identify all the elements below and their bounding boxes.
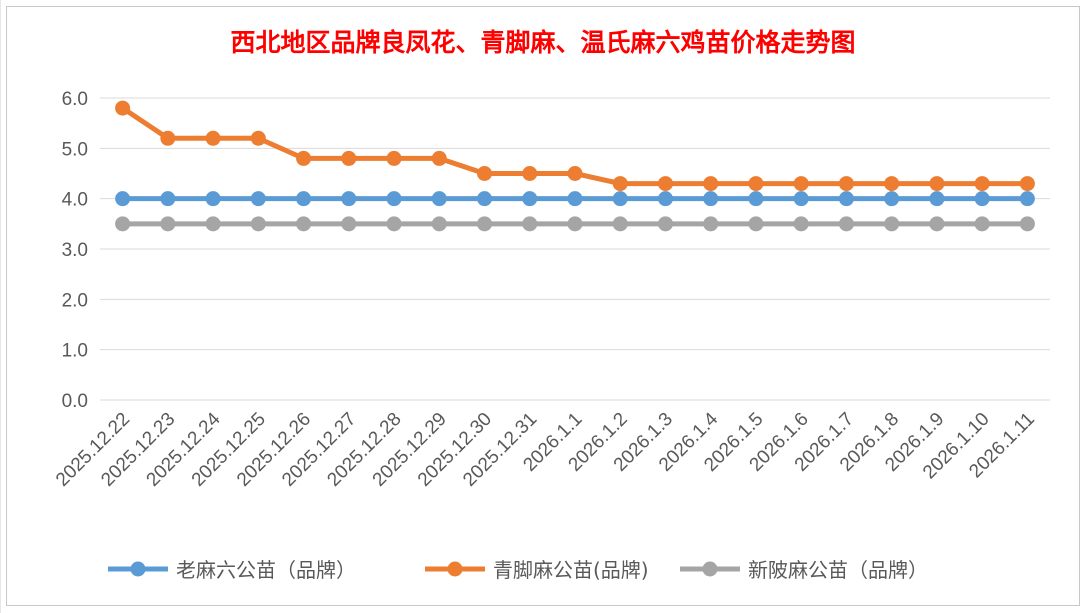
y-tick-label: 3.0	[62, 240, 88, 261]
data-point	[884, 176, 900, 192]
x-axis-ticks: 2025.12.222025.12.232025.12.242025.12.25…	[52, 408, 1039, 490]
data-point	[929, 191, 945, 207]
data-point	[250, 130, 266, 146]
legend: 老麻六公苗（品牌） 青脚麻公苗(品牌) 新陂麻公苗（品牌）	[108, 558, 928, 582]
data-point	[205, 216, 221, 232]
data-point	[522, 216, 538, 232]
y-tick-label: 1.0	[62, 341, 88, 362]
data-point	[703, 216, 719, 232]
data-point	[567, 216, 583, 232]
data-point	[341, 191, 357, 207]
data-point	[205, 130, 221, 146]
data-point	[296, 150, 312, 166]
legend-marker	[447, 561, 463, 577]
data-point	[703, 191, 719, 207]
data-point	[657, 176, 673, 192]
data-point	[748, 191, 764, 207]
data-point	[477, 216, 493, 232]
data-point	[431, 150, 447, 166]
legend-label: 新陂麻公苗（品牌）	[748, 558, 928, 582]
y-tick-label: 2.0	[62, 290, 88, 311]
data-point	[296, 216, 312, 232]
data-point	[250, 216, 266, 232]
data-point	[612, 176, 628, 192]
data-point	[612, 216, 628, 232]
data-point	[838, 191, 854, 207]
data-point	[296, 191, 312, 207]
data-point	[250, 191, 266, 207]
data-point	[115, 100, 131, 116]
data-point	[793, 216, 809, 232]
grid-lines	[100, 97, 1050, 401]
y-tick-label: 5.0	[62, 139, 88, 160]
data-point	[386, 150, 402, 166]
data-point	[431, 216, 447, 232]
data-point	[793, 176, 809, 192]
data-point	[884, 216, 900, 232]
data-point	[974, 191, 990, 207]
chart-frame	[6, 6, 1080, 606]
data-point	[386, 191, 402, 207]
data-point	[567, 166, 583, 181]
chart-title: 西北地区品牌良凤花、青脚麻、温氏麻六鸡苗价格走势图	[230, 28, 855, 57]
data-point	[974, 176, 990, 192]
data-point	[522, 191, 538, 207]
data-point	[341, 150, 357, 166]
legend-marker	[130, 561, 146, 577]
data-point	[657, 216, 673, 232]
data-point	[522, 166, 538, 181]
data-point	[160, 191, 176, 207]
data-point	[929, 216, 945, 232]
data-point	[838, 216, 854, 232]
y-tick-label: 6.0	[62, 89, 88, 110]
data-point	[567, 191, 583, 207]
data-point	[115, 191, 131, 207]
data-point	[160, 130, 176, 146]
data-point	[748, 176, 764, 192]
legend-label: 老麻六公苗（品牌）	[176, 558, 356, 582]
series-group	[115, 100, 1035, 232]
data-point	[477, 191, 493, 207]
data-point	[115, 216, 131, 232]
data-point	[884, 191, 900, 207]
y-tick-label: 4.0	[62, 190, 88, 211]
data-point	[793, 191, 809, 207]
data-point	[974, 216, 990, 232]
legend-label: 青脚麻公苗(品牌)	[493, 558, 649, 582]
data-point	[477, 166, 493, 181]
data-point	[612, 191, 628, 207]
data-point	[929, 176, 945, 192]
data-point	[386, 216, 402, 232]
y-axis-ticks: 0.0 1.0 2.0 3.0 4.0 5.0 6.0	[62, 89, 88, 412]
data-point	[431, 191, 447, 207]
data-point	[1019, 191, 1035, 207]
data-point	[838, 176, 854, 192]
data-point	[657, 191, 673, 207]
data-point	[748, 216, 764, 232]
legend-marker	[702, 561, 718, 577]
data-point	[703, 176, 719, 192]
data-point	[160, 216, 176, 232]
data-point	[341, 216, 357, 232]
data-point	[205, 191, 221, 207]
data-point	[1019, 176, 1035, 192]
data-point	[1019, 216, 1035, 232]
y-tick-label: 0.0	[62, 391, 88, 412]
